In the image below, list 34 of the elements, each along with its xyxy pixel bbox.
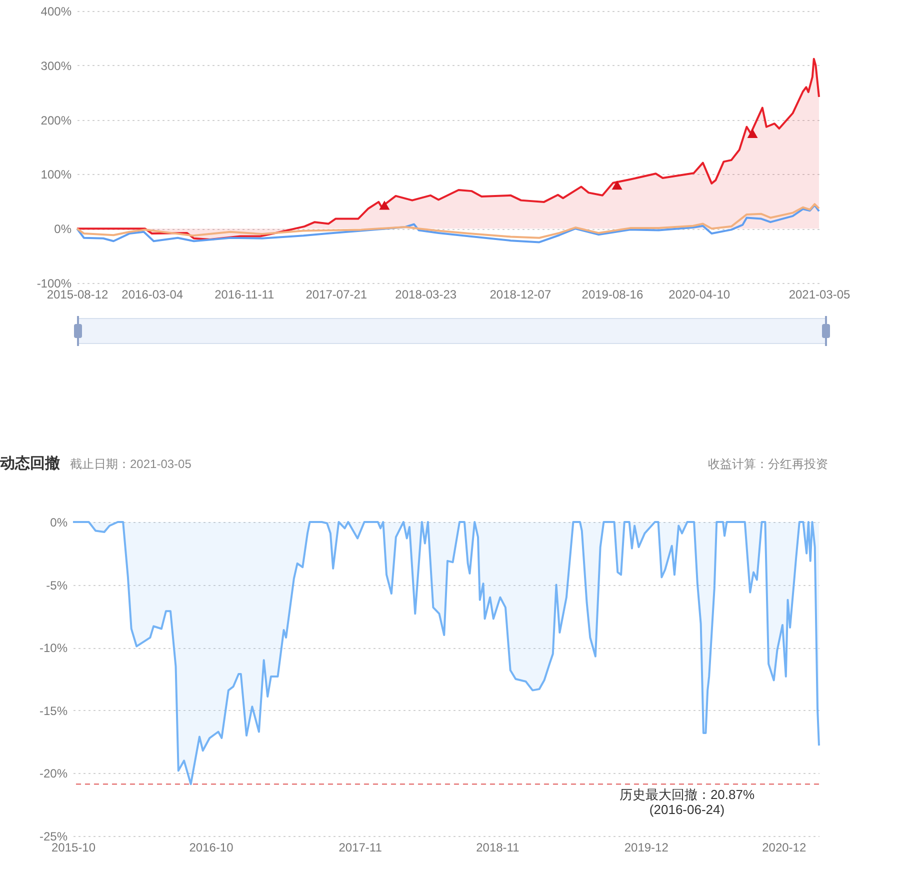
y-tick-label: 300% xyxy=(40,58,72,73)
chart-title: 动态回撤 xyxy=(0,454,60,473)
x-tick-label: 2016-03-04 xyxy=(122,288,184,302)
x-tick-label: 2019-12 xyxy=(624,840,669,854)
y-tick-label: 0% xyxy=(50,516,68,530)
y-tick-label: -25% xyxy=(39,830,68,844)
x-tick-label: 2021-03-05 xyxy=(788,288,851,302)
x-tick-label: 2020-12 xyxy=(762,840,806,854)
y-tick-label: -20% xyxy=(39,766,68,781)
point xyxy=(747,128,758,138)
y-tick-label: 100% xyxy=(40,168,72,182)
y-tick-label: -100% xyxy=(36,276,72,290)
x-tick-label: 2015-08-12 xyxy=(46,288,109,302)
x-tick-label: 2018-12-07 xyxy=(490,288,552,302)
chart-subtitle: 截止日期：2021-03-05 xyxy=(70,456,192,473)
x-tick-label: 2015-10 xyxy=(51,840,96,854)
text: 收益计算：分红再投资 xyxy=(708,456,828,473)
x-tick-label: 2020-04-10 xyxy=(668,288,730,302)
x-tick-label: 2016-11-11 xyxy=(214,288,274,302)
x-tick-label: 2017-11 xyxy=(338,840,382,854)
y-tick-label: 200% xyxy=(40,113,72,128)
y-tick-label: 400% xyxy=(40,4,72,18)
ref-line-label: 历史最大回撤：20.87% (2016-06-24) xyxy=(619,787,755,818)
point xyxy=(612,180,622,190)
x-tick-label: 2018-11 xyxy=(476,840,520,854)
y-tick-label: -5% xyxy=(46,578,68,592)
y-tick-label: -15% xyxy=(39,704,68,718)
x-tick-label: 2019-08-16 xyxy=(582,288,644,302)
x-tick-label: 2017-07-21 xyxy=(306,288,368,302)
point xyxy=(379,200,390,210)
y-tick-label: 0% xyxy=(54,222,72,236)
x-tick-label: 2018-03-23 xyxy=(395,288,457,302)
y-tick-label: -10% xyxy=(39,641,68,656)
x-tick-label: 2016-10 xyxy=(189,840,234,854)
